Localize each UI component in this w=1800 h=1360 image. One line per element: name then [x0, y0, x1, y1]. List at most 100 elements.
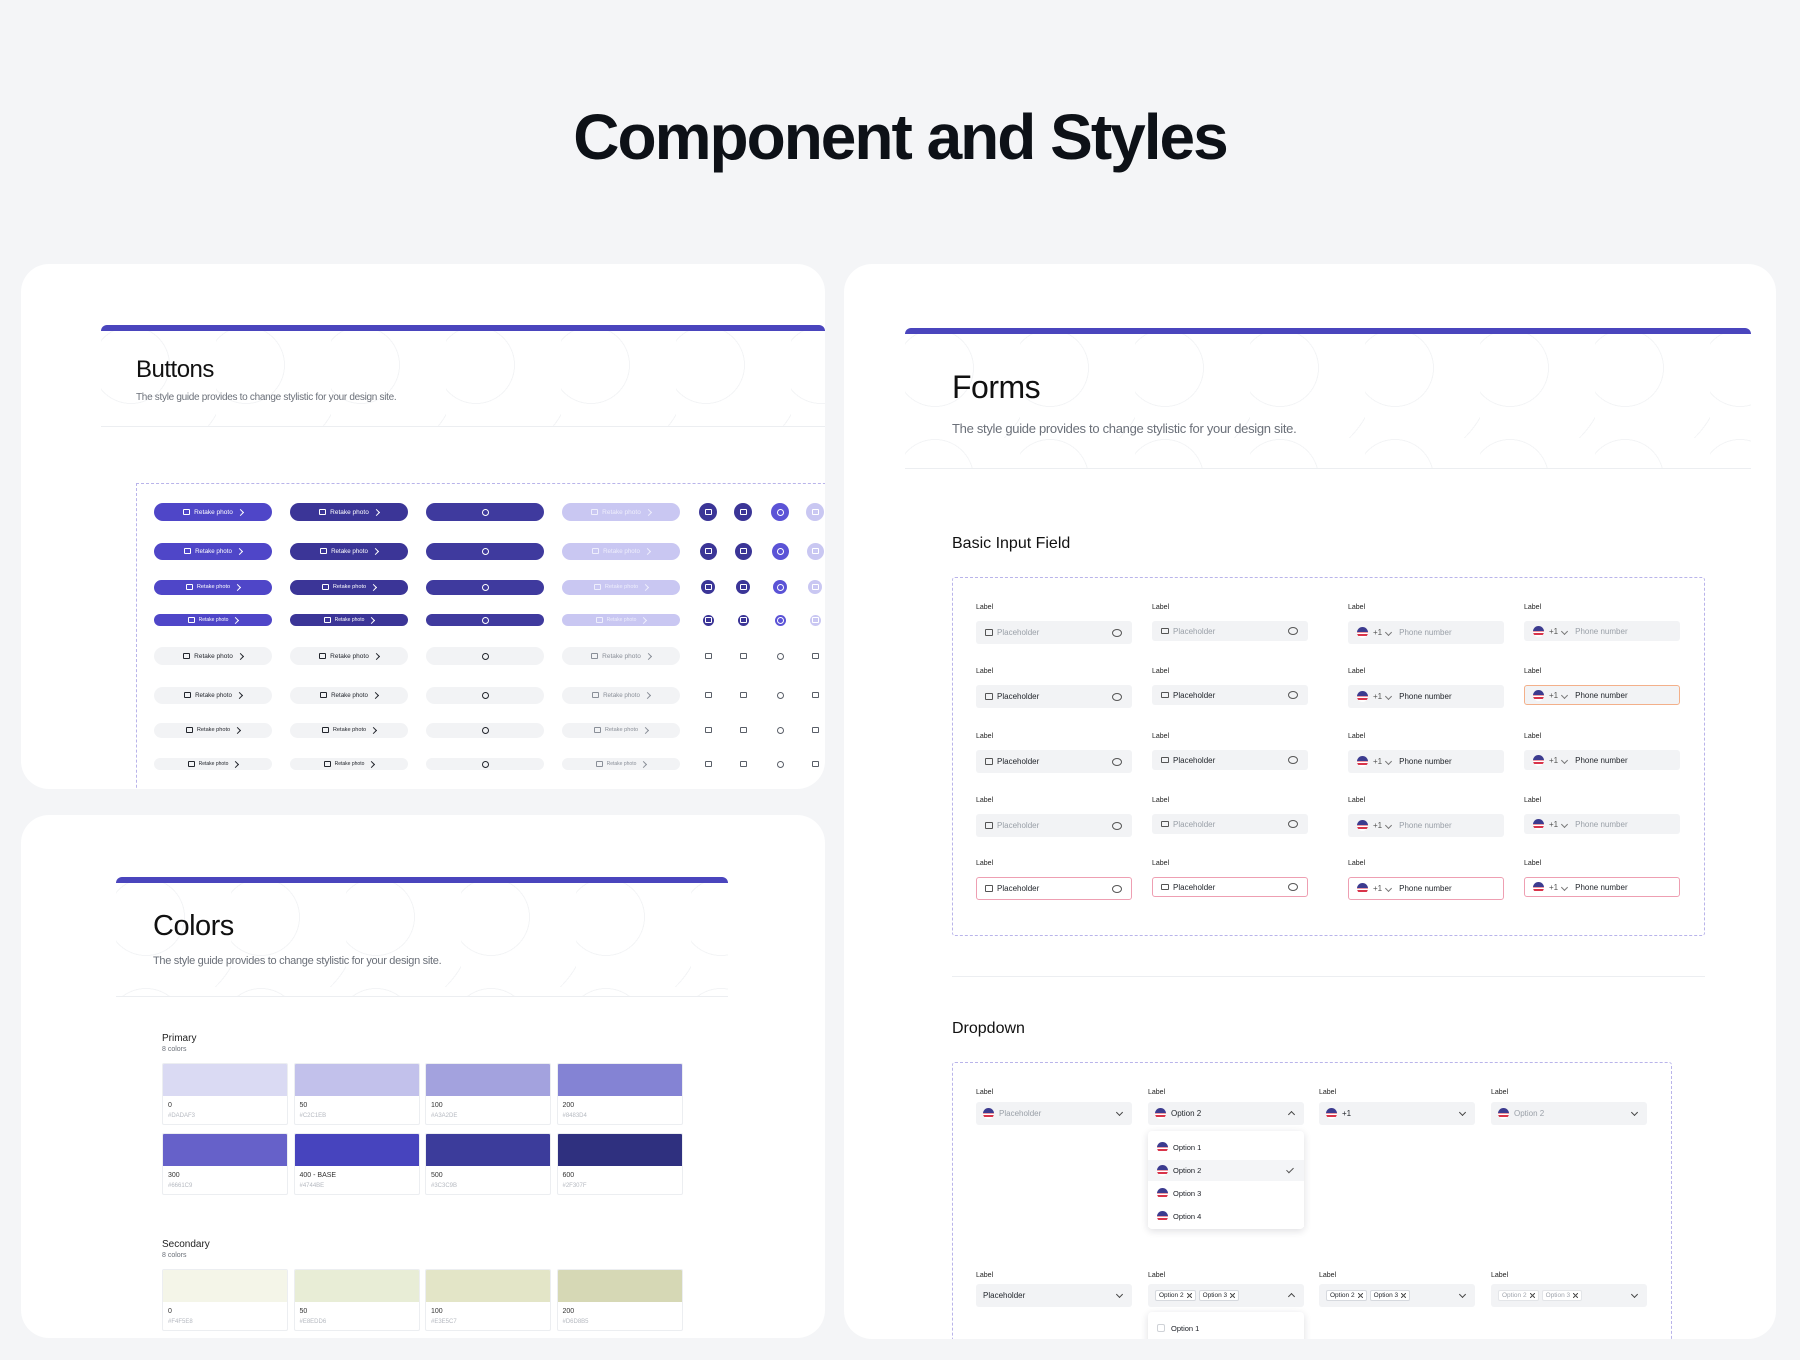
icon-button[interactable] [734, 503, 752, 521]
menu-option[interactable]: Option 1 [1148, 1318, 1304, 1338]
multi-select[interactable]: Option 2 Option 3 [1491, 1284, 1647, 1307]
input-field[interactable]: +1 Phone number [1348, 621, 1504, 644]
button[interactable] [426, 579, 544, 595]
input-field[interactable]: +1 Phone number [1524, 814, 1680, 834]
select[interactable]: Placeholder [976, 1102, 1132, 1125]
icon-button[interactable] [699, 503, 717, 521]
input-field[interactable]: Placeholder [1152, 877, 1308, 897]
button[interactable]: Retake photo [154, 647, 272, 665]
menu-option[interactable]: Option 1 [1148, 1137, 1304, 1158]
button[interactable]: Retake photo [562, 647, 680, 665]
icon-button[interactable] [775, 759, 786, 770]
button[interactable]: Retake photo [290, 614, 408, 626]
button[interactable]: Retake photo [562, 686, 680, 704]
input-field[interactable]: Placeholder [1152, 621, 1308, 641]
icon-button[interactable] [806, 647, 824, 665]
button[interactable] [426, 542, 544, 560]
icon-button[interactable] [771, 647, 789, 665]
icon-button[interactable] [734, 542, 752, 560]
input-field[interactable]: Placeholder [976, 621, 1132, 644]
icon-button[interactable] [701, 580, 715, 594]
menu-option[interactable]: Option 2 [1148, 1160, 1304, 1181]
button[interactable]: Retake photo [290, 579, 408, 595]
button[interactable]: Retake photo [290, 503, 408, 521]
menu-option[interactable]: Option 3 [1148, 1183, 1304, 1204]
input-field[interactable]: +1 Phone number [1524, 621, 1680, 641]
input-field[interactable]: +1 Phone number [1348, 750, 1504, 773]
button[interactable]: Retake photo [290, 722, 408, 738]
input-field[interactable]: +1 Phone number [1348, 685, 1504, 708]
button[interactable]: Retake photo [290, 758, 408, 770]
chevron-icon [1385, 692, 1393, 701]
multi-select[interactable]: Option 2 Option 3 [1148, 1284, 1304, 1307]
icon-button[interactable] [703, 759, 714, 770]
icon-button[interactable] [736, 723, 750, 737]
input-field[interactable]: Placeholder [976, 685, 1132, 708]
button[interactable]: Retake photo [290, 647, 408, 665]
icon-button[interactable] [772, 687, 789, 704]
icon-button[interactable] [700, 687, 717, 704]
button[interactable]: Retake photo [562, 722, 680, 738]
icon-button[interactable] [736, 580, 750, 594]
icon-button[interactable] [738, 759, 749, 770]
icon-button[interactable] [701, 723, 715, 737]
button[interactable]: Retake photo [154, 579, 272, 595]
button[interactable]: Retake photo [562, 758, 680, 770]
input-field[interactable]: +1 Phone number [1524, 685, 1680, 705]
button[interactable] [426, 758, 544, 770]
button[interactable]: Retake photo [154, 686, 272, 704]
button[interactable]: Retake photo [562, 579, 680, 595]
input-field[interactable]: Placeholder [976, 750, 1132, 773]
button[interactable]: Retake photo [290, 686, 408, 704]
button[interactable]: Retake photo [154, 722, 272, 738]
input-field[interactable]: +1 Phone number [1524, 750, 1680, 770]
button[interactable] [426, 614, 544, 626]
select[interactable]: Option 2 [1148, 1102, 1304, 1125]
button[interactable] [426, 647, 544, 665]
button[interactable] [426, 686, 544, 704]
select[interactable]: Option 2 [1491, 1102, 1647, 1125]
button[interactable]: Retake photo [154, 614, 272, 626]
icon-button[interactable] [774, 614, 786, 626]
icon-button[interactable] [810, 759, 821, 770]
icon-button[interactable] [773, 580, 787, 594]
button[interactable]: Retake photo [562, 503, 680, 521]
multi-select[interactable]: Option 2 Option 3 [1319, 1284, 1475, 1307]
icon-button[interactable] [773, 723, 787, 737]
input-field[interactable]: Placeholder [976, 877, 1132, 900]
icon-button[interactable] [806, 503, 824, 521]
icon-button[interactable] [808, 580, 822, 594]
icon-button[interactable] [734, 647, 752, 665]
icon-button[interactable] [699, 542, 717, 560]
icon-button[interactable] [702, 614, 714, 626]
button[interactable]: Retake photo [154, 503, 272, 521]
input-field[interactable]: Placeholder [1152, 814, 1308, 834]
button[interactable]: Retake photo [154, 758, 272, 770]
icon-button[interactable] [735, 687, 752, 704]
icon-button[interactable] [771, 503, 789, 521]
button[interactable]: Retake photo [154, 542, 272, 560]
icon-button[interactable] [806, 542, 824, 560]
input-field[interactable]: Placeholder [1152, 750, 1308, 770]
input-field[interactable]: Placeholder [1152, 685, 1308, 705]
icon-button[interactable] [771, 542, 789, 560]
button[interactable]: Retake photo [290, 542, 408, 560]
icon-button[interactable] [808, 723, 822, 737]
button[interactable] [426, 722, 544, 738]
button[interactable] [426, 503, 544, 521]
icon-button[interactable] [699, 647, 717, 665]
input-field[interactable]: +1 Phone number [1348, 877, 1504, 900]
input-field[interactable]: Placeholder [976, 814, 1132, 837]
button[interactable]: Retake photo [562, 542, 680, 560]
icon-button[interactable] [737, 614, 749, 626]
icon-button[interactable] [809, 614, 821, 626]
input-field[interactable]: +1 Phone number [1348, 814, 1504, 837]
input-field[interactable]: +1 Phone number [1524, 877, 1680, 897]
field-label: Label [1319, 1089, 1337, 1096]
flag-icon [1157, 1211, 1168, 1222]
menu-option[interactable]: Option 4 [1148, 1206, 1304, 1227]
icon-button[interactable] [807, 687, 824, 704]
select[interactable]: +1 [1319, 1102, 1475, 1125]
multi-select[interactable]: Placeholder [976, 1284, 1132, 1307]
button[interactable]: Retake photo [562, 614, 680, 626]
